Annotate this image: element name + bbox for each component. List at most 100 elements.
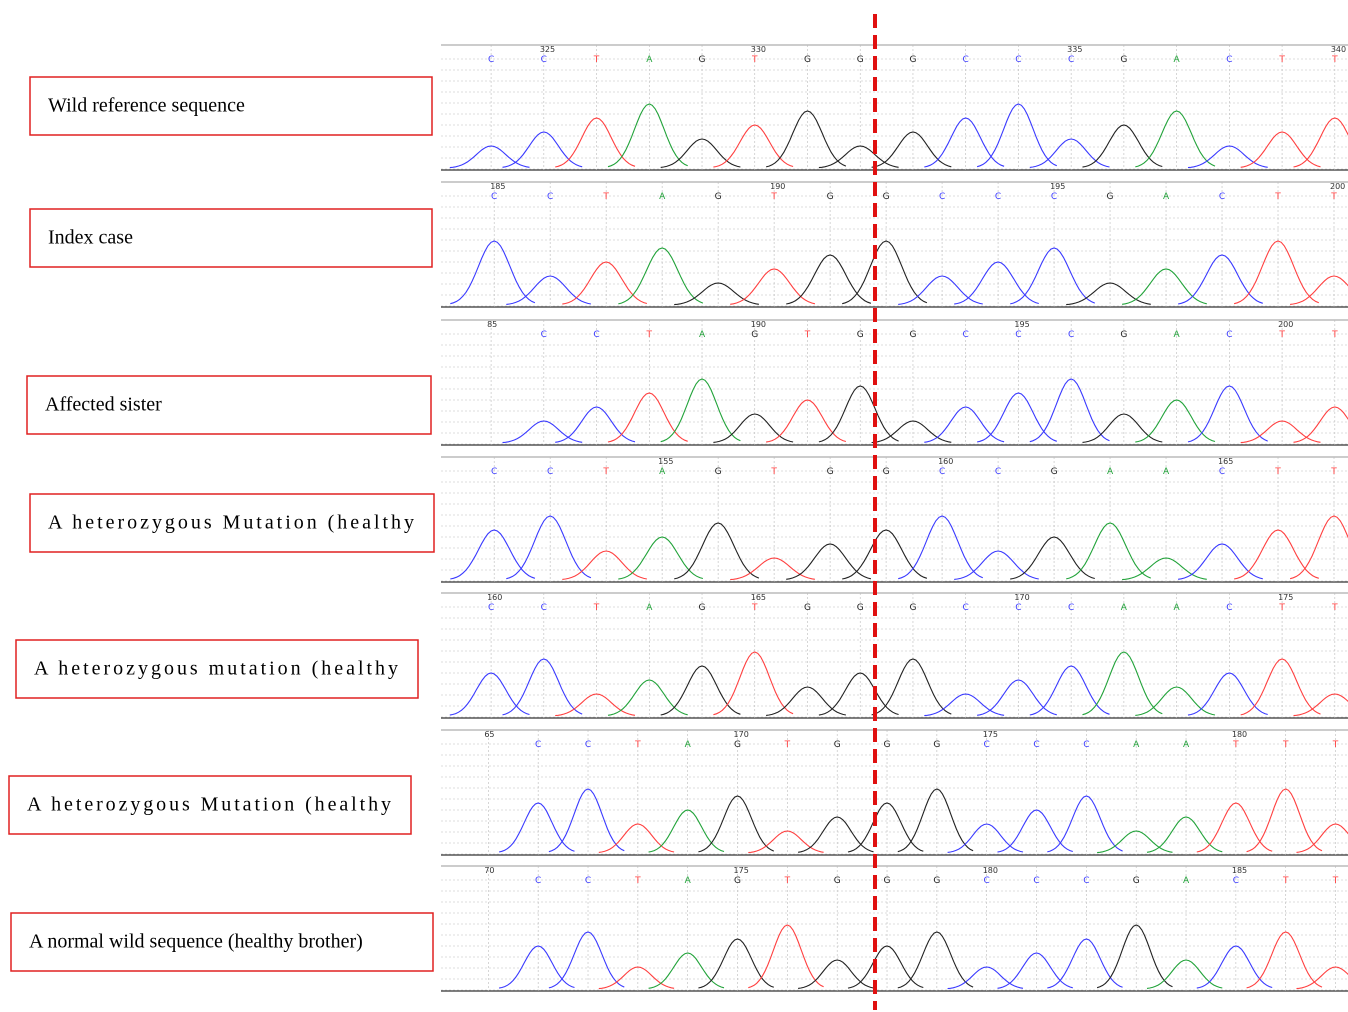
base-call: G [909, 603, 916, 613]
trace-peak [1294, 118, 1348, 167]
trace-peak [713, 125, 793, 167]
base-call: T [751, 603, 758, 613]
trace-peak [1083, 414, 1163, 442]
base-call: G [734, 876, 741, 886]
trace-peak [450, 241, 535, 304]
trace-peak [819, 673, 899, 715]
base-call: G [804, 603, 811, 613]
trace-peak [608, 393, 688, 442]
position-number: 330 [751, 45, 766, 54]
trace-peak [555, 694, 635, 716]
base-call: C [1033, 876, 1039, 886]
chromatogram: 185CCTAG190TGGCC195CGACT200T [441, 182, 1348, 307]
trace-peak [748, 925, 823, 988]
trace-peak [1297, 967, 1348, 989]
trace-peak [713, 414, 793, 442]
trace-peak [549, 789, 624, 852]
trace-peak [1147, 960, 1222, 988]
base-call: C [547, 192, 553, 202]
base-call: C [963, 55, 969, 65]
base-call: T [593, 603, 600, 613]
position-number: 195 [1050, 182, 1065, 191]
panel-label: Affected sister [45, 394, 162, 416]
trace-peak [948, 967, 1023, 989]
trace-peak [674, 523, 759, 579]
base-call: G [715, 192, 722, 202]
base-call: C [488, 603, 494, 613]
base-call: T [804, 330, 811, 340]
trace-peak [1297, 824, 1348, 852]
trace-peak [1135, 111, 1215, 167]
base-call: C [491, 467, 497, 477]
base-call: T [1331, 330, 1338, 340]
base-call: A [1174, 330, 1181, 340]
chromatogram: 85CCTA190GTGGC195CCGAC200TT [441, 320, 1348, 445]
trace-peak [1066, 523, 1151, 579]
trace-peak [1030, 379, 1110, 442]
trace-peak [1197, 803, 1272, 852]
trace-peak [1122, 558, 1207, 580]
chromatogram: 65CCTA170GTGGG175CCCAA180TTT [441, 730, 1348, 855]
trace-peak [599, 824, 674, 852]
trace-peak [618, 537, 703, 579]
position-number: 70 [484, 866, 494, 875]
trace-peak [848, 803, 923, 852]
trace-peak [848, 946, 923, 988]
trace-peak [748, 831, 823, 853]
trace-peak [924, 694, 1004, 716]
base-call: G [884, 876, 891, 886]
base-call: G [857, 55, 864, 65]
base-call: C [535, 876, 541, 886]
base-call: G [933, 876, 940, 886]
position-number: 185 [490, 182, 505, 191]
base-call: A [685, 740, 692, 750]
base-call: C [1068, 330, 1074, 340]
position-number: 185 [1232, 866, 1247, 875]
trace-peak [1241, 421, 1321, 443]
position-number: 170 [734, 730, 749, 739]
trace-peak [1097, 831, 1172, 853]
base-call: G [734, 740, 741, 750]
base-call: G [933, 740, 940, 750]
position-number: 180 [983, 866, 998, 875]
base-call: G [751, 330, 758, 340]
base-call: T [1232, 740, 1239, 750]
base-call: T [1331, 55, 1338, 65]
trace-peak [1290, 276, 1348, 304]
trace-peak [608, 104, 688, 167]
base-call: T [1278, 330, 1285, 340]
trace-peak [1234, 530, 1319, 579]
trace-peak [698, 939, 773, 988]
trace-peak [1135, 687, 1215, 715]
trace-peak [872, 659, 952, 715]
base-call: C [585, 740, 591, 750]
position-number: 335 [1067, 45, 1082, 54]
trace-peak [506, 516, 591, 579]
base-call: G [699, 603, 706, 613]
panel-label: A heterozygous Mutation (healthy [48, 512, 414, 534]
base-call: A [1183, 740, 1190, 750]
base-call: A [1174, 603, 1181, 613]
trace-peak [842, 530, 927, 579]
base-call: C [1015, 55, 1021, 65]
base-call: C [1068, 603, 1074, 613]
trace-peak [977, 104, 1057, 167]
trace-peak [1097, 925, 1172, 988]
trace-peak [1047, 796, 1122, 852]
panel-label: Wild reference sequence [48, 95, 245, 117]
trace-peak [872, 421, 952, 443]
trace-peak [1197, 946, 1272, 988]
base-call: T [1332, 876, 1339, 886]
base-call: C [939, 192, 945, 202]
position-number: 160 [938, 457, 953, 466]
trace-peak [661, 139, 741, 167]
trace-peak [898, 276, 983, 304]
chromatogram: 70CCTA175GTGGG180CCCGA185CTT [441, 866, 1348, 991]
trace-peak [555, 118, 635, 167]
base-call: G [827, 467, 834, 477]
base-call: G [1133, 876, 1140, 886]
base-call: C [1226, 55, 1232, 65]
base-call: T [770, 192, 777, 202]
trace-peak [618, 248, 703, 304]
position-number: 175 [983, 730, 998, 739]
